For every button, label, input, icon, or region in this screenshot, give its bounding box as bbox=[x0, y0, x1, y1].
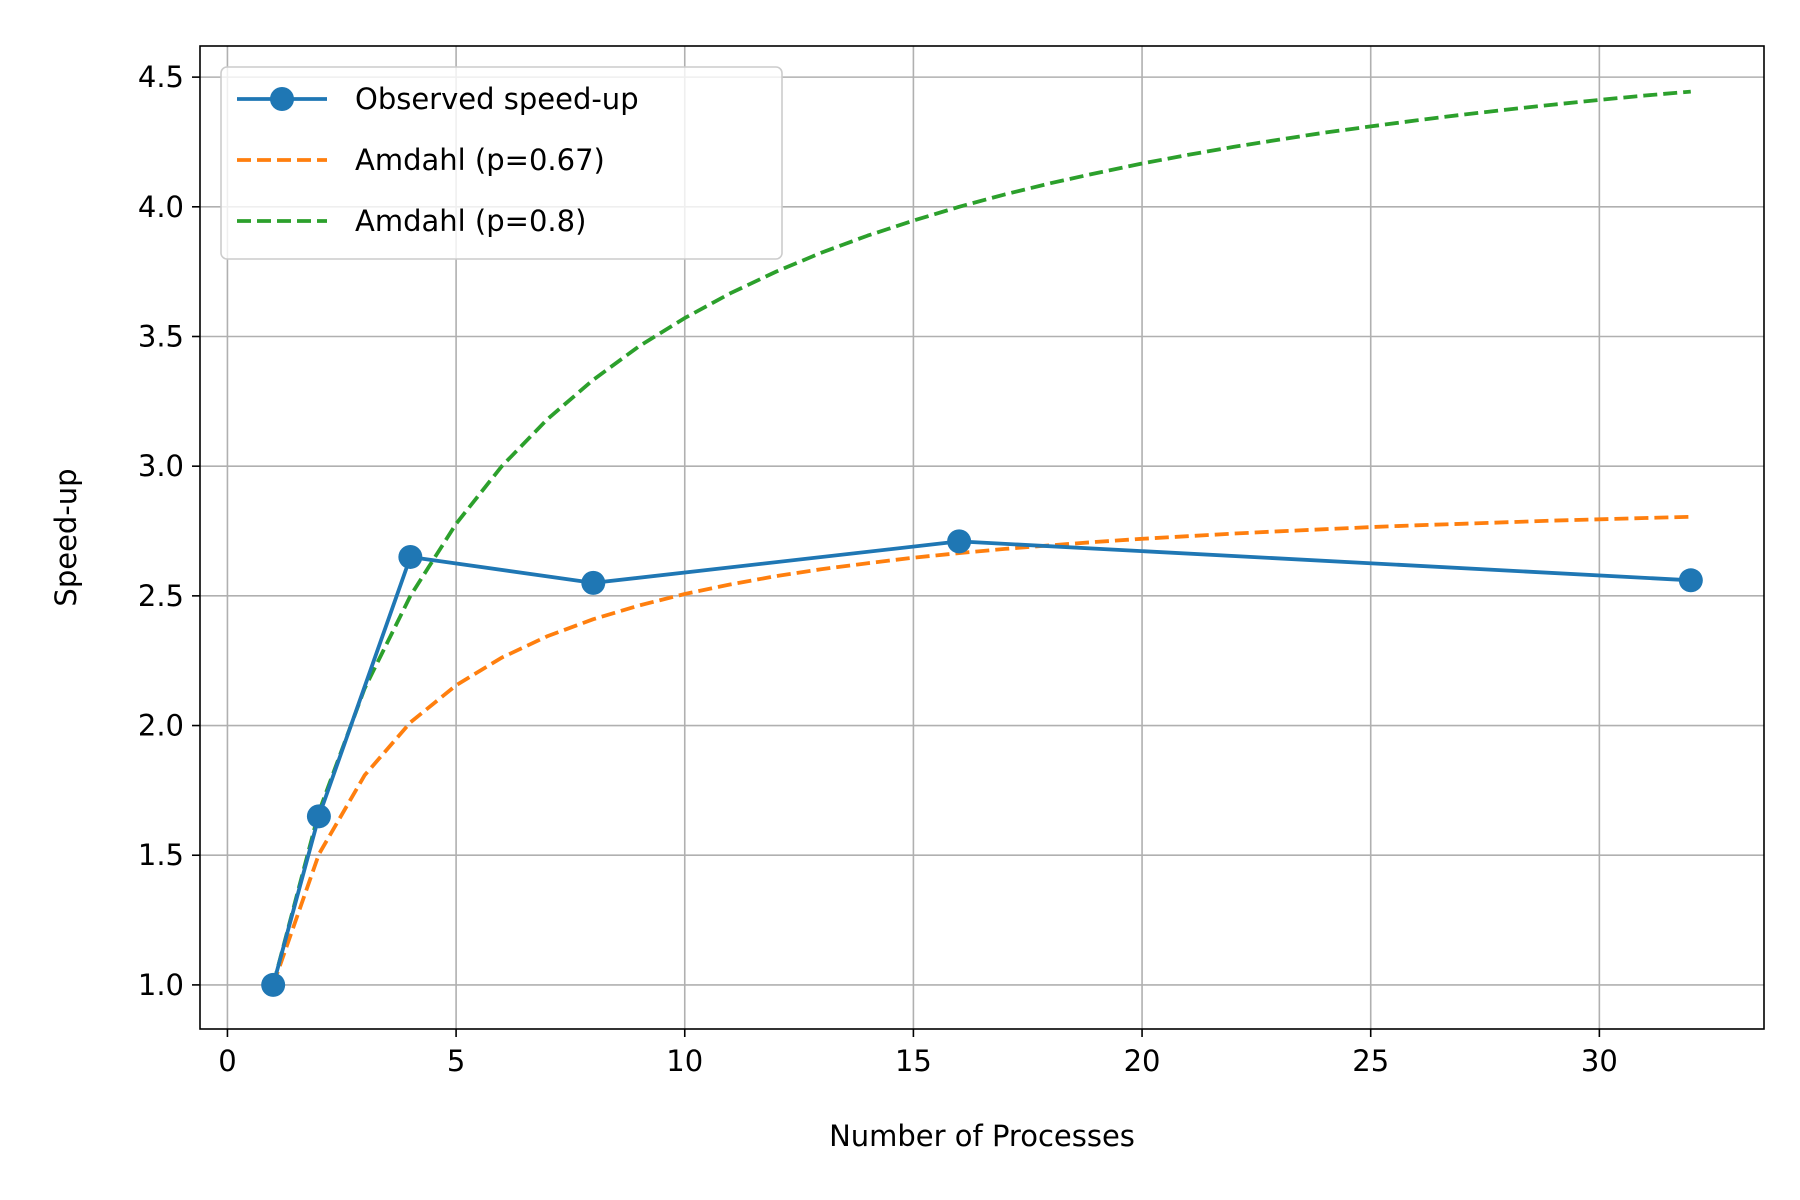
data-point-observed bbox=[398, 544, 423, 569]
y-tick-label: 2.5 bbox=[138, 579, 184, 613]
series-line-2 bbox=[271, 89, 1691, 986]
y-axis-label: Speed-up bbox=[49, 468, 83, 606]
legend-box bbox=[220, 66, 783, 260]
data-point-observed bbox=[581, 570, 606, 595]
y-tick-label: 3.5 bbox=[138, 319, 184, 353]
series-layer bbox=[261, 89, 1703, 997]
y-tick-label: 4.5 bbox=[138, 60, 184, 94]
legend: Observed speed-up Amdahl (p=0.67) Amdahl (… bbox=[220, 66, 783, 260]
y-tick-label: 3.0 bbox=[138, 449, 184, 483]
x-tick-label: 5 bbox=[447, 1044, 465, 1078]
data-point-observed bbox=[261, 972, 286, 997]
y-tick-label: 1.0 bbox=[138, 968, 184, 1002]
x-tick-label: 0 bbox=[218, 1044, 236, 1078]
data-point-observed bbox=[306, 804, 331, 829]
y-tick-label: 4.0 bbox=[138, 190, 184, 224]
series-line-1 bbox=[271, 514, 1691, 986]
legend-label-1: Amdahl (p=0.67) bbox=[355, 143, 605, 177]
legend-marker-0 bbox=[270, 87, 294, 111]
legend-label-0: Observed speed-up bbox=[355, 82, 639, 116]
plot-frame bbox=[199, 45, 1765, 1030]
y-tick-label: 1.5 bbox=[138, 838, 184, 872]
series-line-0 bbox=[271, 539, 1691, 986]
x-tick-label: 20 bbox=[1124, 1044, 1161, 1078]
y-tick-label: 2.0 bbox=[138, 709, 184, 743]
x-axis-label: Number of Processes bbox=[829, 1119, 1135, 1153]
legend-label-2: Amdahl (p=0.8) bbox=[355, 204, 586, 238]
x-tick-label: 25 bbox=[1352, 1044, 1389, 1078]
x-tick-label: 15 bbox=[895, 1044, 932, 1078]
data-point-observed bbox=[947, 529, 972, 554]
x-tick-label: 10 bbox=[666, 1044, 703, 1078]
data-point-observed bbox=[1678, 568, 1703, 593]
ticks: 0 5 10 15 20 25 30 1.0 1.5 2.0 2.5 3.0 3.5 4.0 4.5 bbox=[138, 60, 1618, 1078]
x-tick-label: 30 bbox=[1581, 1044, 1618, 1078]
